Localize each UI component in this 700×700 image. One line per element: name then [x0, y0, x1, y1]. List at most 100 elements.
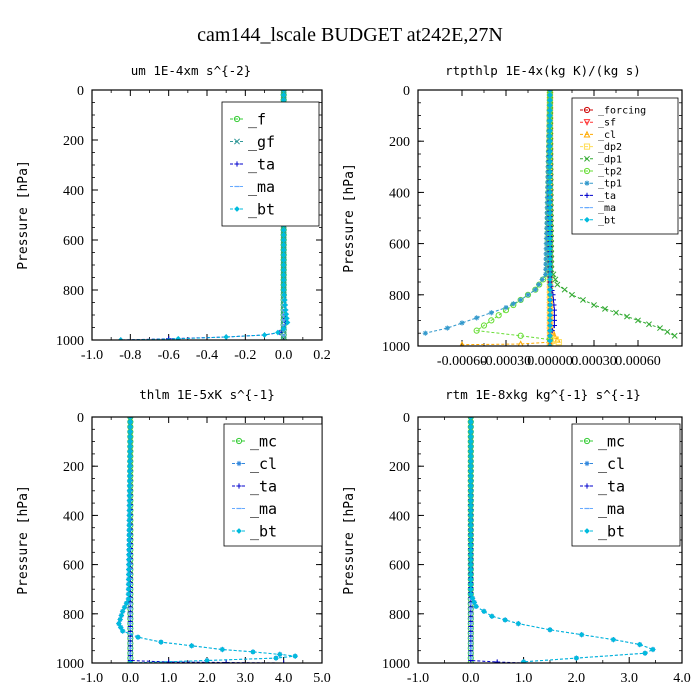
- y-tick-label: 800: [389, 289, 410, 304]
- y-tick-label: 1000: [56, 657, 84, 672]
- legend-entry-dp1-marker: [584, 155, 590, 162]
- y-tick-label: 1000: [382, 340, 410, 355]
- series-tp1-point: [543, 230, 550, 236]
- legend-entry-bt-label: _bt: [250, 522, 277, 540]
- legend-entry-cl-label: _cl: [250, 455, 277, 473]
- legend-entry-ma-label: _ma: [598, 500, 625, 518]
- y-axis-label: Pressure [hPa]: [16, 485, 31, 595]
- y-tick-label: 0: [77, 411, 84, 426]
- y-tick-label: 200: [63, 460, 84, 475]
- legend-entry-cl-marker: [236, 460, 242, 467]
- x-tick-label: 0.00030: [571, 354, 617, 369]
- x-tick-label: 0.00060: [615, 354, 661, 369]
- legend: _mc _cl _ta _ma _bt: [223, 423, 323, 547]
- series-bt-point: [502, 616, 509, 623]
- y-tick-label: 0: [403, 84, 410, 99]
- series-tp1-point: [543, 246, 549, 252]
- legend-entry-ma-label: _ma: [598, 203, 616, 214]
- series-dp1-point: [561, 286, 568, 293]
- series-tp1-point: [518, 297, 524, 303]
- series-ta-point: [494, 659, 500, 663]
- series-bt-point: [471, 599, 478, 606]
- x-tick-label: -0.8: [119, 348, 141, 363]
- series-tp1-point: [459, 320, 465, 326]
- x-tick-label: 4.0: [673, 671, 691, 686]
- y-tick-label: 600: [63, 234, 84, 249]
- y-tick-label: 400: [389, 509, 410, 524]
- series-bt-point: [284, 319, 291, 326]
- legend-entry-cl-marker: [584, 460, 590, 467]
- plot-frame: [417, 89, 683, 347]
- series-dp2-point: [555, 339, 562, 346]
- series-tp1-point: [543, 241, 549, 247]
- chart-panels: um 1E-4xm s^{-2} Pressure [hPa] 0 200 400 600…: [16, 63, 691, 686]
- series-bt-point: [175, 335, 182, 340]
- x-tick-label: -0.4: [196, 348, 218, 363]
- series-bt-point: [515, 620, 522, 627]
- legend-entry-mc-marker: [235, 437, 243, 445]
- series-bt-point: [520, 658, 527, 663]
- legend-entry-ta-marker: [584, 483, 590, 489]
- series-tp2-point: [480, 322, 488, 329]
- series-bt-point: [274, 329, 281, 336]
- legend-entry-cl-label: _cl: [598, 455, 625, 473]
- series-tp1-point: [532, 287, 538, 293]
- series-bt-point: [481, 608, 487, 615]
- legend-entry-gf-label: _gf: [248, 133, 275, 151]
- series-tp1-point: [544, 225, 550, 231]
- series-bt-point: [276, 651, 283, 658]
- y-tick-label: 200: [389, 460, 410, 475]
- series-dp1-point: [554, 281, 561, 288]
- y-tick-label: 0: [77, 84, 84, 99]
- series-dp1-point: [602, 305, 608, 312]
- x-tick-label: -1.0: [407, 671, 429, 686]
- x-tick-label: -0.00030: [481, 354, 531, 369]
- series-bt-point: [121, 604, 128, 611]
- panel-title: rtpthlp 1E-4x(kg K)/(kg s): [445, 63, 641, 78]
- plot-area: [422, 90, 678, 346]
- x-tick-label: -0.6: [158, 348, 180, 363]
- series-bt-point: [273, 655, 279, 662]
- y-tick-label: 400: [63, 509, 84, 524]
- chart-panel-2: rtpthlp 1E-4x(kg K)/(kg s) Pressure [hPa]…: [342, 63, 683, 369]
- series-bt-point: [473, 603, 480, 610]
- legend-entry-ta-marker: [234, 161, 240, 167]
- legend-entry-bt-marker: [584, 216, 590, 223]
- y-tick-label: 400: [389, 186, 410, 201]
- legend: _forcing_sf_cl_dp2_dp1 _tp2_tp1_ta_ma_bt: [571, 97, 679, 235]
- series-tp1-point: [422, 330, 428, 336]
- series-ta-line: [470, 417, 524, 663]
- x-tick-label: 0.0: [122, 671, 140, 686]
- x-tick-label: 0.2: [313, 348, 331, 363]
- legend-entry-tp1-label: _tp1: [598, 179, 622, 190]
- legend-entry-tp1-marker: [584, 180, 590, 186]
- legend-entry-mc-marker: [583, 437, 591, 445]
- series-bt-point: [204, 657, 210, 663]
- series-bt-point: [125, 596, 132, 602]
- series-bt-point: [223, 334, 230, 340]
- series-tp1-point: [525, 292, 531, 298]
- plot-frame: [417, 416, 683, 664]
- legend-entry-forcing-marker: [583, 106, 591, 114]
- series-cl-point: [459, 341, 465, 346]
- x-tick-label: 2.0: [198, 671, 216, 686]
- series-dp1-point: [646, 321, 652, 328]
- series-dp1-point: [664, 328, 671, 335]
- series-bt-point: [219, 646, 226, 653]
- y-axis-label: Pressure [hPa]: [342, 163, 357, 273]
- series-cl-line: [461, 90, 559, 346]
- legend-entry-dp2-marker: [583, 143, 591, 150]
- series-cl-point: [517, 340, 524, 346]
- series-bt-point: [123, 600, 130, 607]
- series-bt-point: [469, 595, 476, 602]
- series-bt-point: [127, 660, 134, 663]
- series-gf-point: [280, 337, 287, 340]
- panel-title: um 1E-4xm s^{-2}: [131, 63, 251, 78]
- series-dp1-point: [591, 302, 597, 308]
- x-tick-label: 3.0: [237, 671, 255, 686]
- series-bt-point: [281, 297, 288, 303]
- y-tick-label: 1000: [56, 334, 84, 349]
- x-tick-label: 3.0: [620, 671, 638, 686]
- x-tick-label: 0.0: [275, 348, 293, 363]
